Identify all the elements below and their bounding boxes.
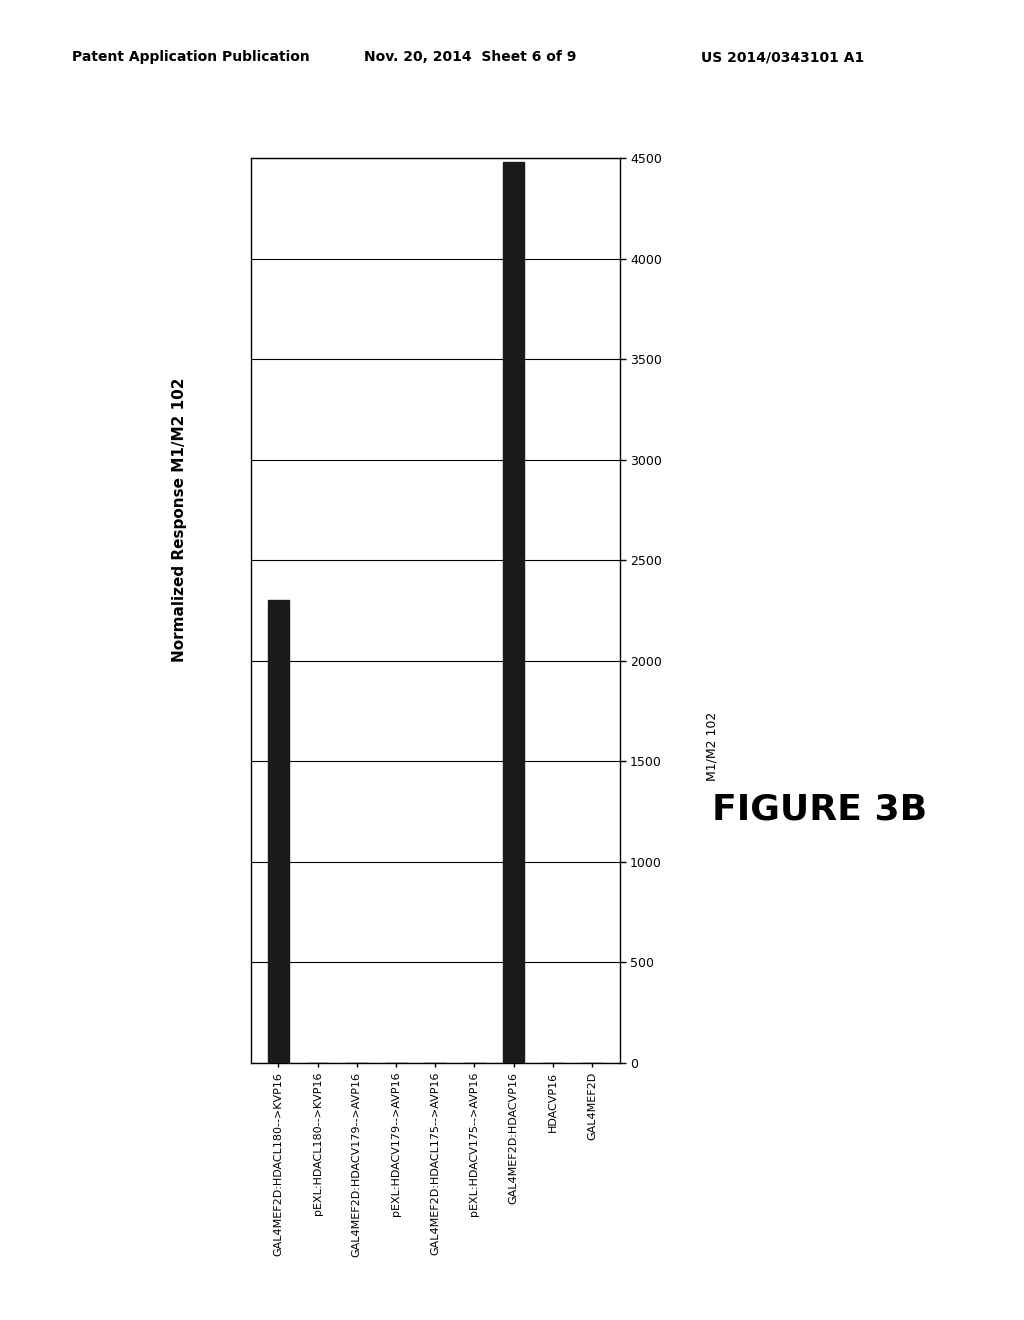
Text: Normalized Response M1/M2 102: Normalized Response M1/M2 102 [172, 378, 186, 663]
Text: M1/M2 102: M1/M2 102 [706, 711, 718, 780]
Bar [267, 601, 289, 1063]
Text: FIGURE 3B: FIGURE 3B [712, 792, 927, 826]
Text: US 2014/0343101 A1: US 2014/0343101 A1 [701, 50, 864, 65]
Text: Nov. 20, 2014  Sheet 6 of 9: Nov. 20, 2014 Sheet 6 of 9 [364, 50, 575, 65]
Bar [503, 162, 524, 1063]
Text: Patent Application Publication: Patent Application Publication [72, 50, 309, 65]
